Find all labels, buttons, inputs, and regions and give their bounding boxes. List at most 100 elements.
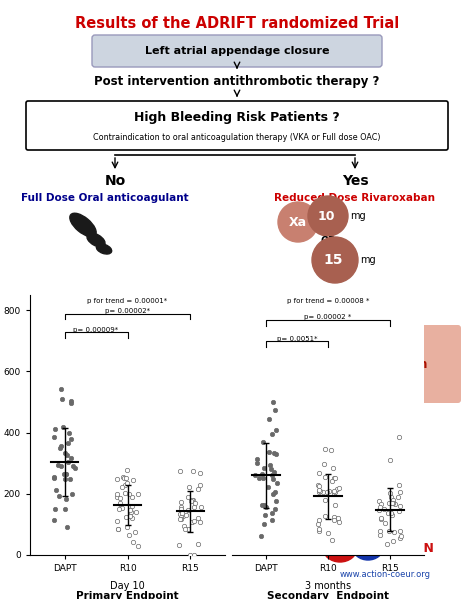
Point <box>268 470 275 480</box>
Point <box>321 495 329 505</box>
Point <box>271 405 279 415</box>
Point <box>253 458 261 467</box>
Point <box>67 453 75 462</box>
Text: than DAPT: than DAPT <box>286 378 356 391</box>
Ellipse shape <box>96 244 112 254</box>
Text: No: No <box>104 174 126 188</box>
Point <box>182 510 190 520</box>
Point <box>197 502 205 512</box>
Point <box>62 448 69 458</box>
Point <box>395 480 403 489</box>
Point <box>265 447 273 457</box>
Point <box>67 398 74 408</box>
Point <box>382 518 389 527</box>
Point <box>315 485 322 494</box>
Text: ACTION: ACTION <box>382 541 435 555</box>
Point <box>64 438 72 448</box>
Point <box>331 473 338 483</box>
Point <box>261 500 268 510</box>
Point <box>134 489 142 498</box>
Point <box>123 465 131 475</box>
Text: 15: 15 <box>323 253 343 267</box>
Point <box>257 531 265 540</box>
Point <box>270 489 277 499</box>
Text: Left atrial appendage closure: Left atrial appendage closure <box>145 46 329 56</box>
Point <box>64 450 71 459</box>
Point <box>118 483 126 492</box>
Point <box>184 505 191 515</box>
Point <box>397 532 405 541</box>
Point <box>51 504 59 514</box>
Point <box>271 488 279 497</box>
Point <box>134 541 142 551</box>
Point <box>58 394 65 404</box>
Point <box>128 501 136 510</box>
Text: Contraindication to oral anticoagulation therapy (VKA or Full dose OAC): Contraindication to oral anticoagulation… <box>93 132 381 141</box>
Ellipse shape <box>70 213 96 237</box>
Point <box>267 460 274 470</box>
Point <box>195 484 202 494</box>
Text: p= 0.00002*: p= 0.00002* <box>105 308 150 314</box>
Point <box>320 459 328 469</box>
Point <box>387 508 394 518</box>
Point <box>377 514 385 524</box>
Point <box>176 510 183 519</box>
Point <box>190 495 197 505</box>
Text: Secondary  Endpoint: Secondary Endpoint <box>267 591 389 599</box>
Point <box>385 499 393 509</box>
Point <box>121 488 129 498</box>
Point <box>265 415 273 424</box>
Point <box>178 514 185 524</box>
Point <box>321 472 329 482</box>
Point <box>52 486 60 495</box>
Point <box>122 474 130 483</box>
Point <box>182 524 189 534</box>
Point <box>116 493 124 503</box>
Point <box>385 526 393 536</box>
Point <box>383 539 391 549</box>
Point <box>328 477 336 486</box>
Point <box>190 550 197 560</box>
Point <box>184 492 191 501</box>
Point <box>194 539 202 549</box>
Text: Thrombin Generation: Thrombin Generation <box>64 298 197 308</box>
Point <box>56 443 64 453</box>
Point <box>378 513 385 523</box>
Point <box>392 500 399 509</box>
Point <box>68 489 76 499</box>
Text: Results of the ADRIFT randomized Trial: Results of the ADRIFT randomized Trial <box>75 16 399 31</box>
Point <box>114 525 122 534</box>
Text: A study by: A study by <box>359 520 411 530</box>
Point <box>315 482 323 491</box>
Point <box>125 531 132 540</box>
Point <box>264 482 272 492</box>
Text: Post intervention antithrombotic therapy ?: Post intervention antithrombotic therapy… <box>94 75 380 88</box>
Point <box>260 463 268 473</box>
Point <box>263 503 270 512</box>
Point <box>115 524 122 534</box>
Point <box>272 425 280 434</box>
Point <box>62 470 69 479</box>
Point <box>176 515 183 524</box>
Point <box>327 445 335 455</box>
FancyBboxPatch shape <box>26 101 448 150</box>
Point <box>70 461 77 470</box>
Text: 3 months: 3 months <box>305 580 351 591</box>
Point <box>57 461 65 470</box>
Text: Prothrombin fragments 1+2: Prothrombin fragments 1+2 <box>62 309 199 319</box>
Point <box>186 482 193 492</box>
Text: p for trend = 0.00001*: p for trend = 0.00001* <box>87 298 168 304</box>
Point <box>261 510 269 519</box>
Point <box>335 483 343 492</box>
Point <box>329 464 337 473</box>
Point <box>395 432 403 442</box>
Point <box>335 517 343 527</box>
Point <box>377 502 384 512</box>
Point <box>254 454 261 464</box>
Point <box>187 550 194 560</box>
Point <box>55 461 62 470</box>
Point <box>58 441 65 450</box>
Point <box>190 466 197 476</box>
Text: Primary Endpoint: Primary Endpoint <box>76 591 179 599</box>
Point <box>118 473 126 482</box>
